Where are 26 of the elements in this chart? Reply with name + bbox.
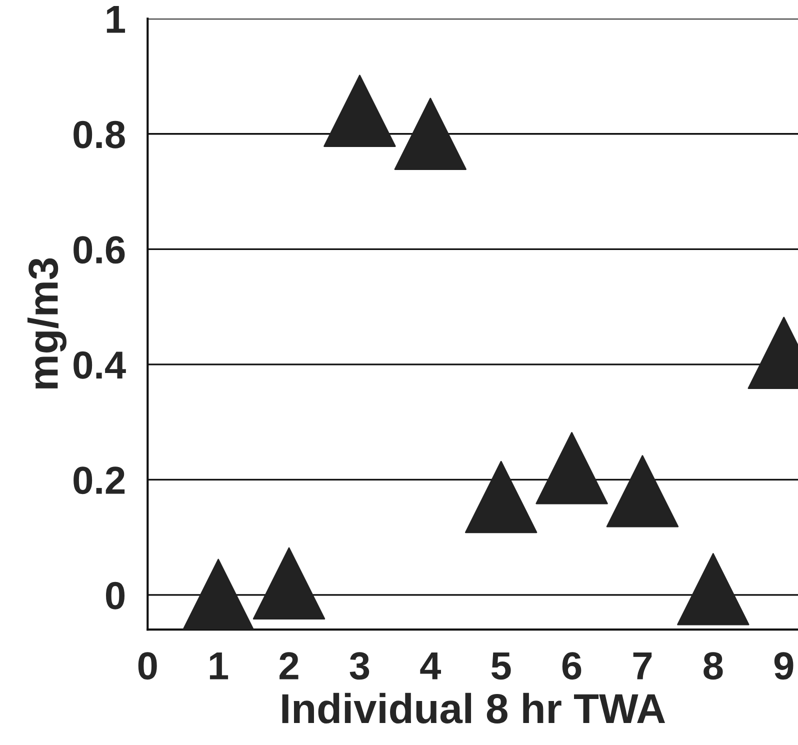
x-tick-label: 8 <box>704 652 723 680</box>
x-tick-label: 4 <box>420 652 442 680</box>
point <box>324 74 396 147</box>
y-tick-label: 1 <box>106 6 126 33</box>
y-tick-label: 0.2 <box>74 466 125 494</box>
point <box>464 460 538 534</box>
x-tick-label: 0 <box>138 652 157 680</box>
y-tick-label: 0.8 <box>74 120 125 148</box>
y-tick-label: 0.6 <box>74 236 125 264</box>
point <box>182 558 254 630</box>
point <box>606 455 679 528</box>
x-tick-label: 2 <box>280 652 298 680</box>
y-axis-title: mg/m3 <box>27 258 66 388</box>
x-tick-label: 6 <box>562 652 582 680</box>
point <box>394 98 467 170</box>
x-tick-label: 1 <box>210 652 228 680</box>
point <box>536 432 608 504</box>
x-axis-title: Individual 8 hr TWA <box>282 692 666 724</box>
point <box>252 547 326 620</box>
x-tick-label: 3 <box>350 652 370 680</box>
x-tick-label: 5 <box>491 652 511 680</box>
y-tick-label: 0.4 <box>74 351 126 379</box>
y-tick-label: 0 <box>106 582 125 610</box>
point <box>677 553 750 626</box>
x-tick-label: 9 <box>774 652 794 680</box>
x-tick-label: 7 <box>633 652 652 680</box>
